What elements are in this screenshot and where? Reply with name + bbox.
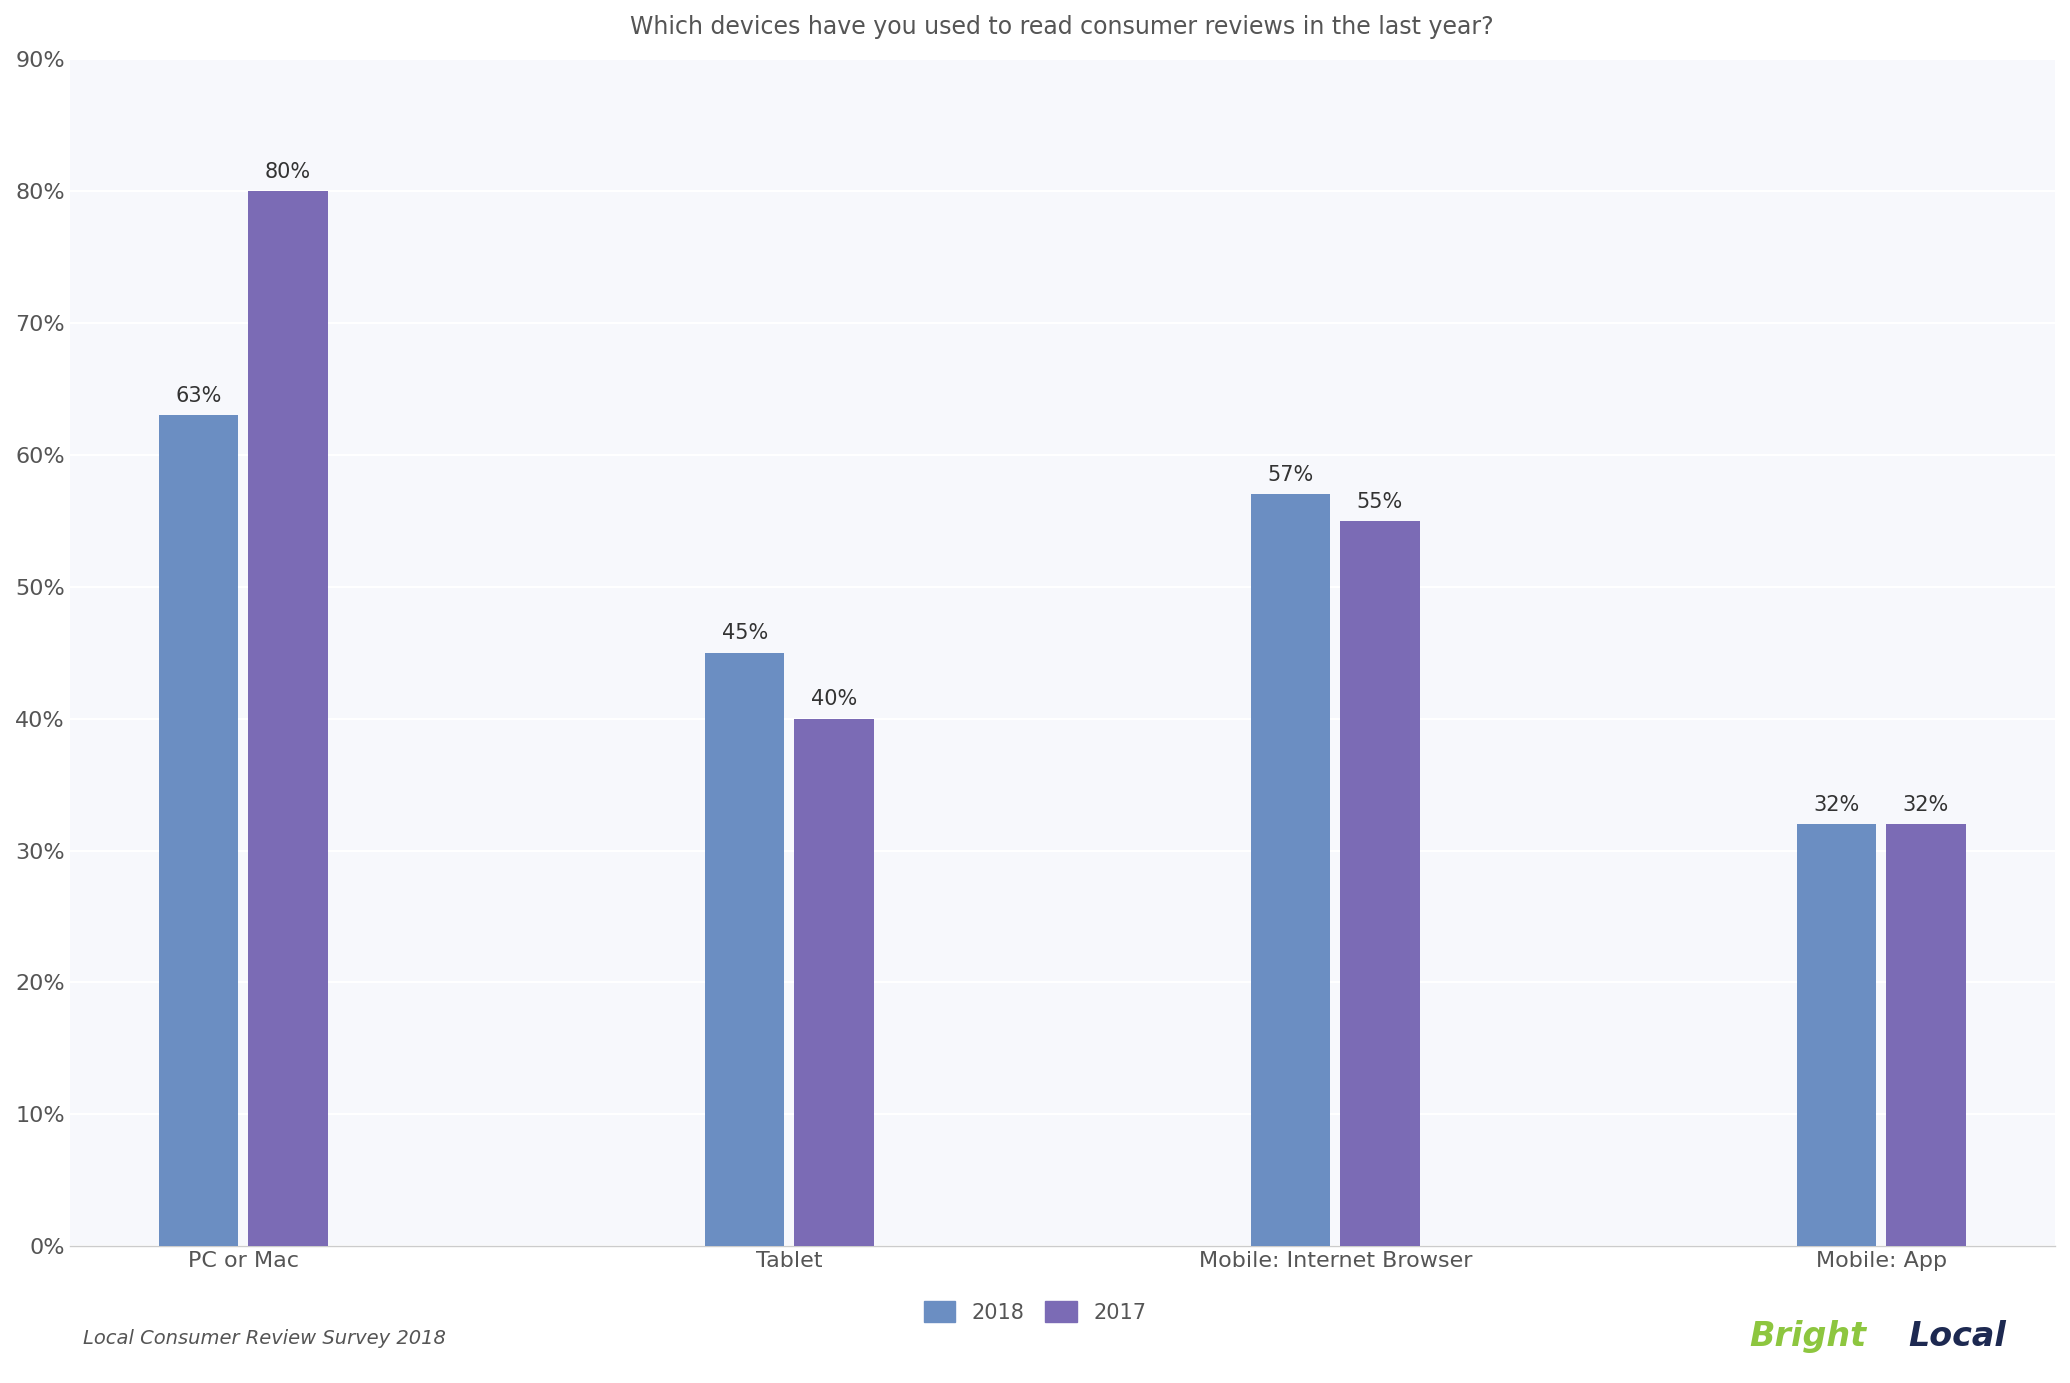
Bar bbox=[1886, 824, 1966, 1246]
Bar bbox=[1339, 521, 1420, 1246]
Text: 80%: 80% bbox=[265, 162, 310, 181]
Legend: 2018, 2017: 2018, 2017 bbox=[915, 1293, 1155, 1330]
Text: 55%: 55% bbox=[1356, 491, 1403, 512]
Text: 40%: 40% bbox=[811, 689, 857, 709]
Title: Which devices have you used to read consumer reviews in the last year?: Which devices have you used to read cons… bbox=[631, 15, 1495, 39]
Bar bbox=[159, 415, 238, 1246]
Bar bbox=[706, 653, 785, 1246]
Text: 32%: 32% bbox=[1813, 795, 1859, 815]
Bar bbox=[795, 719, 874, 1246]
Bar bbox=[1797, 824, 1875, 1246]
Text: Bright: Bright bbox=[1749, 1319, 1867, 1353]
Text: 63%: 63% bbox=[176, 386, 221, 407]
Text: 57%: 57% bbox=[1267, 465, 1314, 485]
Text: Local Consumer Review Survey 2018: Local Consumer Review Survey 2018 bbox=[83, 1329, 445, 1348]
Bar bbox=[1250, 494, 1331, 1246]
Text: 45%: 45% bbox=[722, 624, 768, 643]
Text: Local: Local bbox=[1909, 1319, 2006, 1353]
Text: 32%: 32% bbox=[1902, 795, 1950, 815]
Bar bbox=[248, 191, 327, 1246]
